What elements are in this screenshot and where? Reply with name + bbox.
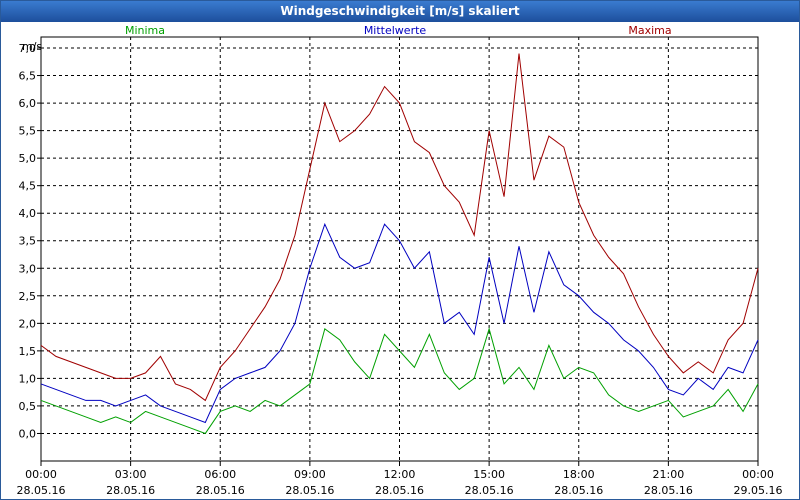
x-tick-date: 28.05.16 [554,484,603,497]
x-tick-time: 06:00 [204,468,236,481]
x-tick-time: 15:00 [473,468,505,481]
series-line-maxima [40,53,759,402]
legend-entry-minima: Minima [125,24,165,37]
legend-entry-mittelwerte: Mittelwerte [364,24,427,37]
y-tick-label: 5,0 [19,152,37,165]
x-tick-time: 12:00 [384,468,416,481]
y-tick-label: 6,5 [19,70,37,83]
y-tick-label: 4,0 [19,207,37,220]
y-tick-label: 2,5 [19,290,37,303]
y-tick-label: 3,5 [19,235,37,248]
x-tick-time: 03:00 [115,468,147,481]
y-tick-label: 0,0 [19,427,37,440]
y-tick-label: 0,5 [19,400,37,413]
y-tick-label: 7,0 [19,42,37,55]
x-tick-date: 28.05.16 [17,484,66,497]
x-tick-time: 21:00 [653,468,685,481]
y-tick-label: 2,0 [19,317,37,330]
x-tick-time: 09:00 [294,468,326,481]
y-tick-label: 3,0 [19,262,37,275]
x-tick-date: 28.05.16 [196,484,245,497]
x-tick-date: 28.05.16 [465,484,514,497]
x-tick-date: 28.05.16 [375,484,424,497]
series-line-minima [40,327,759,435]
y-axis-label: m/s [22,40,42,53]
y-tick-label: 1,0 [19,372,37,385]
window-title: Windgeschwindigkeit [m/s] skaliert [1,1,799,22]
legend-entry-maxima: Maxima [628,24,671,37]
y-tick-label: 5,5 [19,125,37,138]
y-tick-label: 6,0 [19,97,37,110]
x-tick-time: 00:00 [25,468,57,481]
series-line-mittelwerte [40,222,759,424]
x-tick-date: 28.05.16 [285,484,334,497]
x-tick-date: 28.05.16 [106,484,155,497]
x-tick-date: 29.05.16 [734,484,783,497]
x-tick-time: 00:00 [742,468,774,481]
y-tick-label: 1,5 [19,345,37,358]
y-tick-label: 4,5 [19,180,37,193]
x-tick-time: 18:00 [563,468,595,481]
x-tick-date: 28.05.16 [644,484,693,497]
